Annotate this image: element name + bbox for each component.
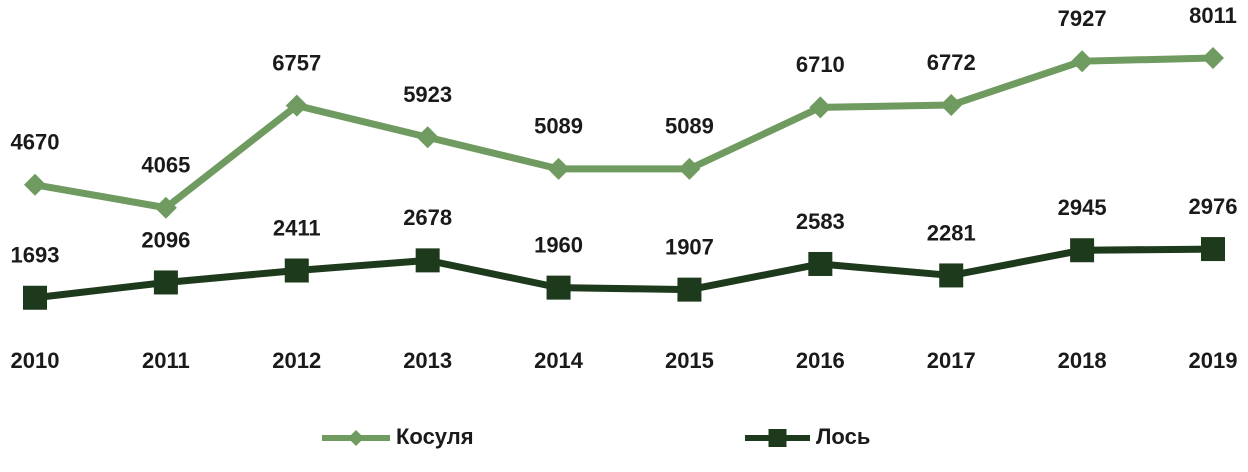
legend-marker xyxy=(348,430,364,446)
data-label: 1960 xyxy=(534,232,583,257)
x-tick-label: 2011 xyxy=(142,348,190,373)
point-marker xyxy=(23,285,47,310)
data-label: 4065 xyxy=(141,153,190,178)
point-marker xyxy=(677,277,702,302)
point-marker xyxy=(1201,237,1225,262)
point-marker xyxy=(940,94,963,117)
x-tick-label: 2018 xyxy=(1058,348,1107,373)
x-tick-label: 2010 xyxy=(11,348,60,373)
x-tick-label: 2016 xyxy=(796,348,845,373)
point-marker xyxy=(678,157,701,180)
data-label: 6772 xyxy=(927,50,976,75)
x-tick-label: 2014 xyxy=(534,348,584,373)
data-label: 5089 xyxy=(665,114,714,139)
x-tick-label: 2015 xyxy=(665,348,714,373)
data-label: 2583 xyxy=(796,209,845,234)
point-marker xyxy=(285,94,308,117)
point-marker xyxy=(1202,47,1224,69)
series-line xyxy=(34,54,1214,212)
point-marker xyxy=(939,263,964,288)
series-line xyxy=(34,245,1214,302)
data-label: 2945 xyxy=(1058,195,1107,220)
data-label: 6710 xyxy=(796,52,845,77)
point-marker xyxy=(1070,238,1095,263)
x-tick-label: 2013 xyxy=(403,348,452,373)
data-label: 2411 xyxy=(273,215,321,240)
data-label: 2976 xyxy=(1189,194,1238,219)
x-tick-label: 2019 xyxy=(1189,348,1238,373)
data-label: 5923 xyxy=(403,82,452,107)
data-label: 2281 xyxy=(927,220,976,245)
legend-marker xyxy=(768,429,787,447)
x-tick-label: 2012 xyxy=(272,348,321,373)
point-marker xyxy=(809,96,832,119)
point-marker xyxy=(284,258,309,283)
point-marker xyxy=(24,173,46,196)
point-marker xyxy=(154,196,177,219)
point-marker xyxy=(416,126,439,149)
point-marker xyxy=(808,251,833,276)
legend-label: Лось xyxy=(816,424,870,449)
point-marker xyxy=(153,270,178,295)
data-label: 7927 xyxy=(1058,6,1107,31)
point-marker xyxy=(1071,50,1094,73)
data-label: 2678 xyxy=(403,205,452,230)
data-label: 6757 xyxy=(272,50,321,75)
data-label: 1907 xyxy=(665,234,714,259)
data-label: 4670 xyxy=(11,130,60,155)
legend-label: Косуля xyxy=(396,424,474,449)
point-marker xyxy=(415,248,440,273)
point-marker xyxy=(547,157,570,180)
data-label: 2096 xyxy=(141,227,190,252)
data-label: 1693 xyxy=(11,243,60,268)
x-tick-label: 2017 xyxy=(927,348,976,373)
point-marker xyxy=(546,275,571,300)
data-label: 8011 xyxy=(1189,3,1237,28)
data-label: 5089 xyxy=(534,114,583,139)
